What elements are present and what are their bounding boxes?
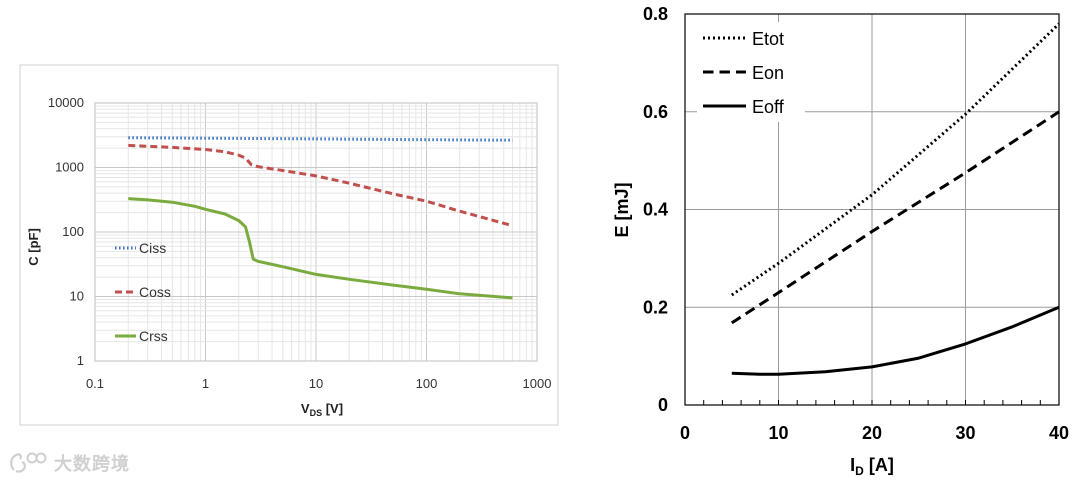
x-tick-label: 30 bbox=[955, 423, 975, 443]
x-tick-label: 10 bbox=[309, 376, 323, 391]
y-tick-label: 10 bbox=[70, 289, 84, 304]
x-axis-label-unit: [V] bbox=[322, 401, 343, 416]
legend-label-eon: Eon bbox=[752, 63, 784, 83]
y-tick-label: 1 bbox=[77, 353, 84, 368]
legend-label-eoff: Eoff bbox=[752, 97, 785, 117]
x-tick-label: 1 bbox=[202, 376, 209, 391]
x-tick-label: 1000 bbox=[523, 376, 552, 391]
series-line-coss bbox=[128, 143, 513, 228]
x-axis-label-main: V bbox=[301, 401, 310, 416]
x-tick-label: 100 bbox=[416, 376, 438, 391]
y-tick-label: 0.2 bbox=[643, 297, 668, 317]
legend: Etot Eon Eoff bbox=[697, 22, 805, 122]
y-tick-label: 0.4 bbox=[643, 200, 668, 220]
legend-label-coss: Coss bbox=[139, 284, 171, 300]
x-tick-label: 0.1 bbox=[86, 376, 104, 391]
x-tick-label: 20 bbox=[862, 423, 882, 443]
y-tick-label: 0 bbox=[658, 395, 668, 415]
y-tick-label: 1000 bbox=[55, 160, 84, 175]
series-layer bbox=[730, 22, 1061, 376]
x-axis-label: VDS [V] bbox=[301, 401, 343, 418]
y-axis-label: E [mJ] bbox=[612, 182, 632, 237]
legend-label-ciss: Ciss bbox=[139, 240, 166, 256]
watermark-logo-icon bbox=[10, 452, 47, 473]
watermark-text: 大数跨境 bbox=[54, 454, 130, 475]
y-tick-label: 0.8 bbox=[643, 4, 668, 24]
series-layer bbox=[128, 136, 513, 300]
tick-labels: 0 10 20 30 40 0 0.2 0.4 0.6 0.8 bbox=[643, 4, 1069, 443]
x-axis-label-main: I bbox=[850, 455, 855, 475]
legend-label-etot: Etot bbox=[752, 29, 784, 49]
x-tick-label: 40 bbox=[1049, 423, 1069, 443]
series-line-eoff bbox=[731, 305, 1060, 376]
series-line-eon bbox=[730, 110, 1060, 325]
x-axis-label-sub: DS bbox=[310, 408, 323, 418]
y-tick-label: 0.6 bbox=[643, 102, 668, 122]
x-axis-label: ID [A] bbox=[850, 455, 894, 478]
watermark: 大数跨境 bbox=[8, 448, 130, 478]
y-tick-label: 100 bbox=[62, 224, 84, 239]
legend-label-crss: Crss bbox=[139, 328, 168, 344]
x-tick-label: 0 bbox=[680, 423, 690, 443]
series-line-crss bbox=[128, 197, 513, 300]
chart-frame bbox=[19, 64, 559, 426]
x-axis-label-unit: [A] bbox=[864, 455, 894, 475]
x-axis-label-sub: D bbox=[855, 464, 864, 478]
energy-chart: 0 10 20 30 40 0 0.2 0.4 0.6 0.8 Etot Eon Eoff E [mJ… bbox=[612, 4, 1069, 478]
y-tick-label: 10000 bbox=[48, 95, 84, 110]
grid bbox=[94, 103, 537, 362]
plot-area bbox=[94, 102, 538, 362]
legend: Ciss Coss Crss bbox=[115, 240, 171, 344]
minor-ticks bbox=[684, 400, 1060, 405]
x-tick-label: 10 bbox=[768, 423, 788, 443]
y-axis-label: C [pF] bbox=[26, 228, 41, 266]
